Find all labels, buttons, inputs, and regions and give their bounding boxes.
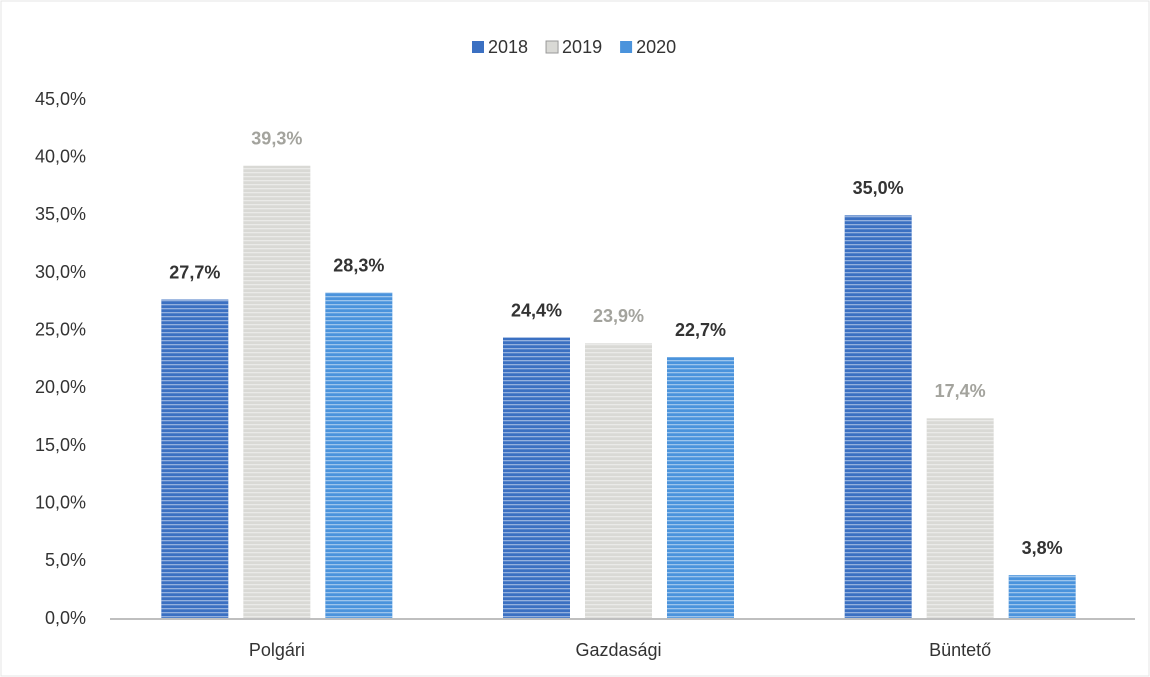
- legend-label: 2019: [562, 37, 602, 57]
- x-tick-label: Büntető: [929, 640, 991, 660]
- bar-texture: [844, 215, 912, 620]
- legend-swatch: [472, 41, 484, 53]
- y-tick-label: 20,0%: [35, 377, 86, 397]
- x-tick-label: Gazdasági: [575, 640, 661, 660]
- y-tick-label: 0,0%: [45, 608, 86, 628]
- legend-swatch: [620, 41, 633, 53]
- legend-label: 2020: [636, 37, 676, 57]
- data-label: 17,4%: [935, 381, 986, 401]
- y-tick-label: 10,0%: [35, 492, 86, 512]
- y-tick-label: 25,0%: [35, 319, 86, 339]
- bar-texture: [161, 299, 229, 619]
- y-tick-label: 40,0%: [35, 146, 86, 166]
- x-tick-label: Polgári: [249, 640, 305, 660]
- bar-texture: [667, 357, 734, 619]
- bar-texture: [1008, 575, 1076, 619]
- data-label: 3,8%: [1022, 538, 1063, 558]
- data-label: 39,3%: [251, 128, 302, 148]
- y-tick-label: 35,0%: [35, 204, 86, 224]
- bar-texture: [243, 165, 311, 620]
- bar-texture: [503, 337, 570, 619]
- bar-texture: [926, 418, 994, 619]
- data-label: 24,4%: [511, 300, 562, 320]
- y-tick-label: 5,0%: [45, 550, 86, 570]
- data-label: 27,7%: [169, 262, 220, 282]
- data-label: 22,7%: [675, 320, 726, 340]
- bar-texture: [585, 343, 652, 619]
- legend-label: 2018: [488, 37, 528, 57]
- bar-texture: [325, 292, 393, 619]
- y-tick-label: 30,0%: [35, 262, 86, 282]
- data-label: 35,0%: [853, 178, 904, 198]
- y-tick-label: 15,0%: [35, 435, 86, 455]
- legend-swatch: [545, 40, 559, 54]
- y-tick-label: 45,0%: [35, 89, 86, 109]
- data-label: 28,3%: [333, 255, 384, 275]
- data-label: 23,9%: [593, 306, 644, 326]
